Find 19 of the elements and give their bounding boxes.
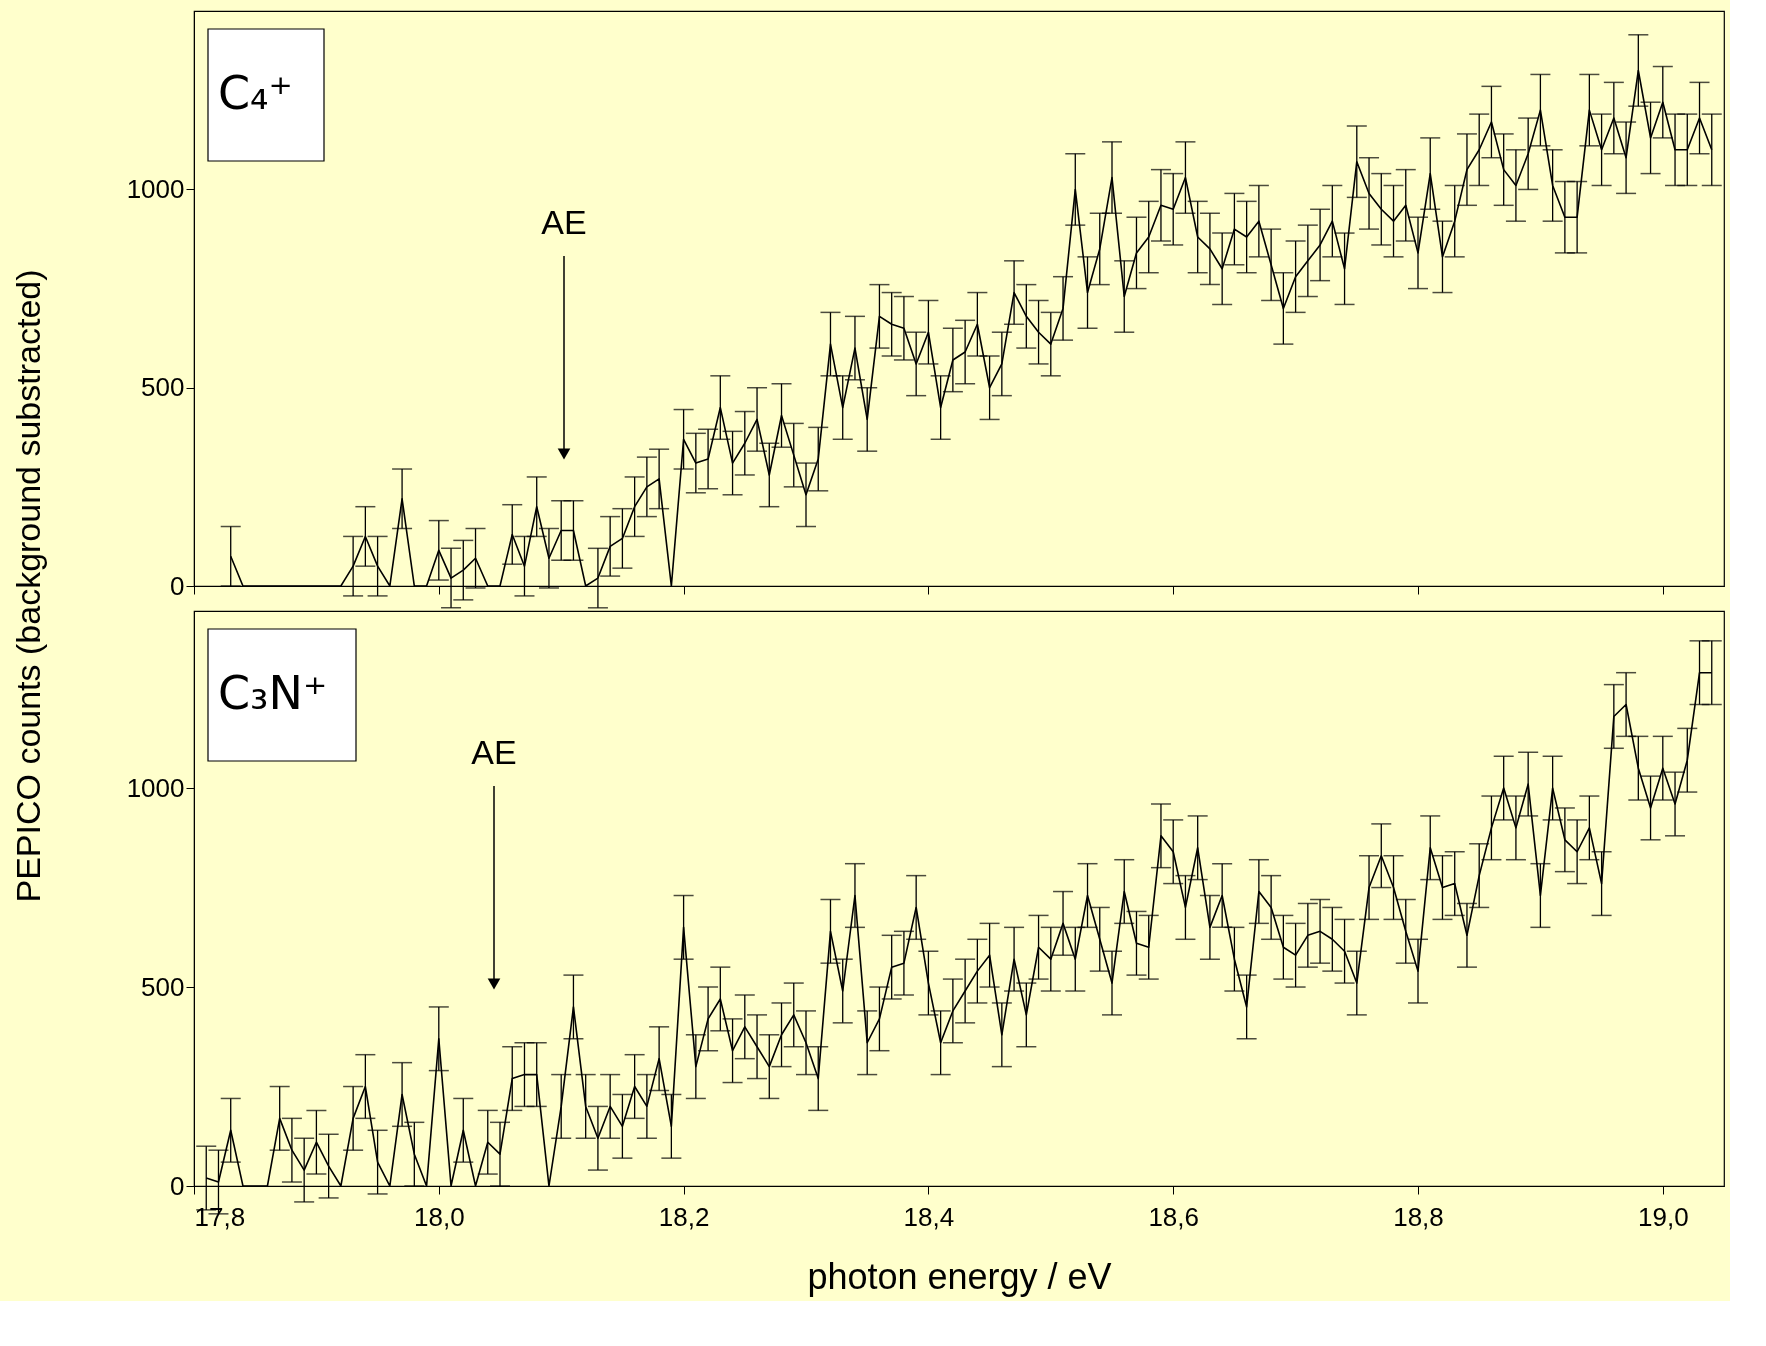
x-axis-title: photon energy / eV: [807, 1255, 1112, 1297]
x-tick-label: 19,0: [1638, 1201, 1689, 1232]
y-tick-label: 0: [170, 1170, 185, 1201]
annotation: AE: [541, 203, 587, 241]
annotation: AE: [471, 733, 517, 771]
y-tick-label: 1000: [126, 173, 185, 204]
x-tick-label: 18,6: [1148, 1201, 1199, 1232]
y-tick-label: 500: [141, 971, 185, 1002]
x-tick-label: 17,8: [194, 1201, 246, 1232]
y-tick-label: 1000: [126, 772, 185, 803]
text: C₄⁺: [218, 66, 293, 120]
y-axis-title: PEPICO counts (background substracted): [9, 269, 47, 903]
x-tick-label: 18,4: [903, 1201, 955, 1232]
text: C₃N⁺: [218, 666, 328, 720]
x-tick-label: 18,8: [1393, 1201, 1444, 1232]
y-tick-label: 500: [141, 372, 185, 403]
x-tick-label: 18,0: [414, 1201, 465, 1232]
x-tick-label: 18,2: [658, 1201, 710, 1232]
y-tick-label: 0: [170, 570, 185, 601]
